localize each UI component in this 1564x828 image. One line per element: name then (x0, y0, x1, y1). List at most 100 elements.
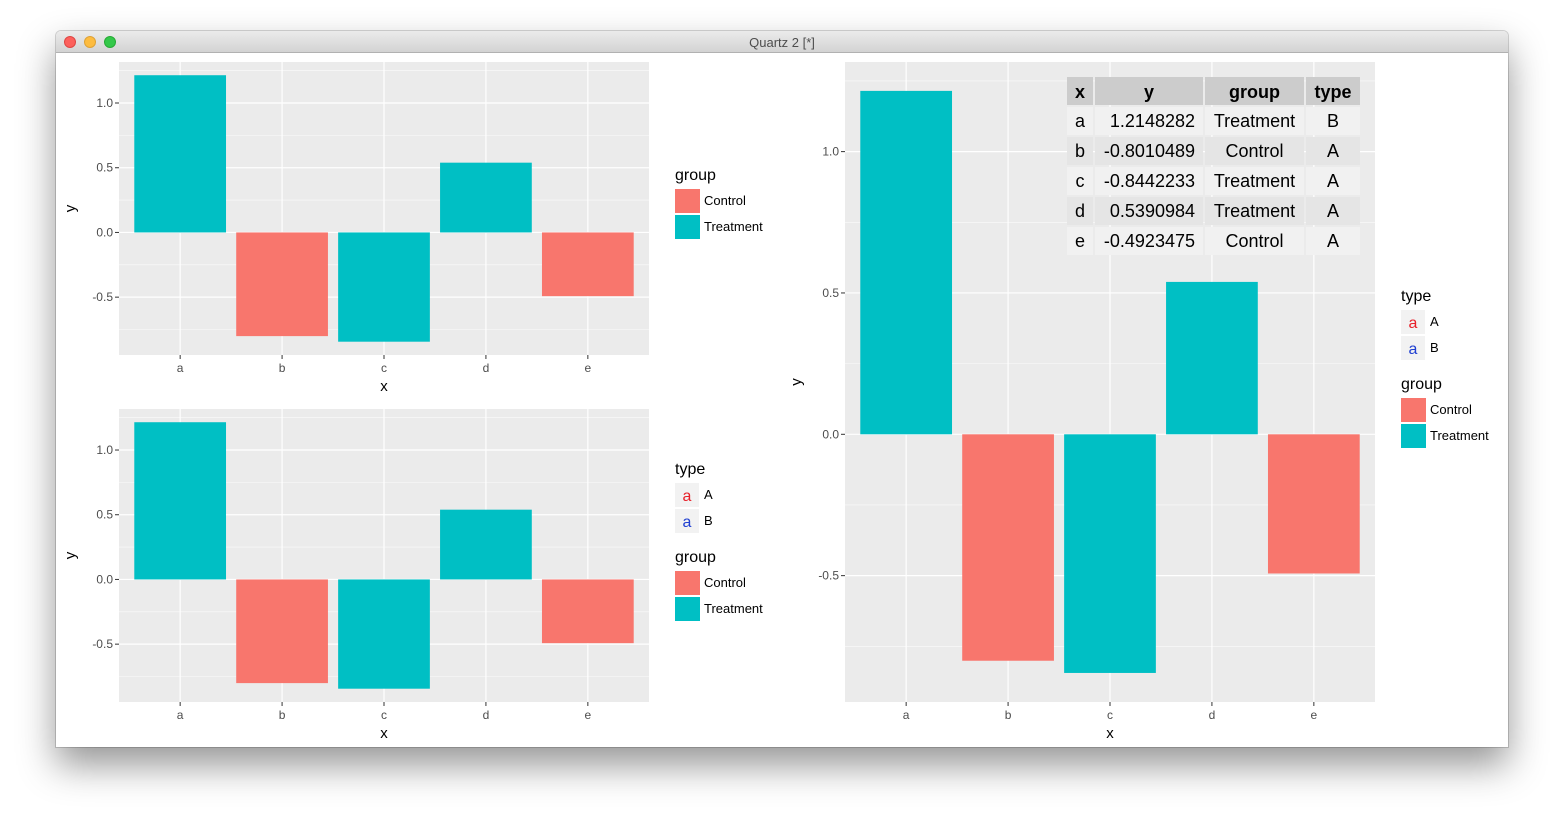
legend-title: group (1401, 376, 1442, 393)
x-tick-label: b (279, 708, 286, 722)
x-tick-label: b (1005, 708, 1012, 722)
table-cell-bg (1067, 107, 1093, 135)
table-row: a 1.2148282 Treatment B (1067, 107, 1360, 135)
legend-key-bg (675, 483, 699, 507)
table-cell: A (1327, 201, 1339, 221)
x-tick-label: c (381, 361, 387, 375)
bar-a (860, 90, 953, 435)
table-cell-bg (1205, 167, 1304, 195)
legend-key-bg (675, 509, 699, 533)
legend-key-control (1401, 398, 1426, 422)
bar-b (236, 579, 328, 684)
bar-c (1064, 434, 1156, 673)
table-cell-bg (1205, 107, 1304, 135)
x-tick-label: d (483, 708, 490, 722)
y-tick-label: 0.5 (96, 508, 113, 522)
zoom-window-button[interactable] (104, 36, 116, 48)
title-bar[interactable]: Quartz 2 [*] (56, 31, 1508, 53)
legend-label: Treatment (704, 601, 763, 616)
table-cell-bg (1205, 137, 1304, 165)
legend-key-glyph: a (683, 488, 692, 505)
table-cell-bg (1306, 137, 1360, 165)
legend-key-control (675, 571, 700, 595)
y-tick-label: 1.0 (96, 96, 113, 110)
quartz-window: Quartz 2 [*] -0.5 0.0 0.5 1.0 a b c d e x y group Co… (56, 31, 1508, 747)
bar-c (338, 232, 430, 342)
bar-d (440, 509, 532, 580)
y-tick-label: 0.0 (822, 427, 839, 441)
table-cell: b (1075, 141, 1085, 161)
legend-label: Control (704, 193, 746, 208)
legend-key-control (675, 189, 700, 213)
table-header-cell (1067, 77, 1093, 105)
bar-b (236, 232, 328, 337)
legend-label: B (1430, 340, 1439, 355)
legend-key-bg (1401, 310, 1425, 334)
legend-label: Treatment (704, 219, 763, 234)
y-tick-label: -0.5 (818, 569, 839, 583)
table-cell: B (1327, 111, 1339, 131)
y-axis-title: y (62, 204, 79, 212)
table-cell-bg (1205, 197, 1304, 225)
table-cell-bg (1067, 227, 1093, 255)
table-cell-bg (1306, 107, 1360, 135)
table-cell-bg (1306, 167, 1360, 195)
table-header-cell (1205, 77, 1304, 105)
y-tick-label: 0.5 (822, 286, 839, 300)
legend-group: group Control Treatment (675, 167, 763, 239)
bar-a (134, 422, 227, 580)
bar-b (962, 434, 1054, 661)
legend-group: group Control Treatment (1401, 376, 1489, 448)
table-cell: A (1327, 171, 1339, 191)
data-table: x y group type a 1.2148282 Treatment Bb -0.80104… (1067, 77, 1360, 255)
x-tick-label: c (381, 708, 387, 722)
x-axis-title: x (380, 725, 388, 742)
minimize-window-button[interactable] (84, 36, 96, 48)
x-tick-label: a (903, 708, 910, 722)
table-cell-bg (1067, 167, 1093, 195)
table-row: b -0.8010489 Control A (1067, 137, 1360, 165)
table-cell: 1.2148282 (1110, 111, 1195, 131)
legend-key-glyph: a (1409, 341, 1418, 358)
y-axis-title: y (62, 551, 79, 559)
x-tick-label: a (177, 361, 184, 375)
table-cell: Treatment (1214, 171, 1295, 191)
y-tick-label: 0.5 (96, 161, 113, 175)
bar-a (134, 75, 227, 233)
table-cell: -0.8010489 (1104, 141, 1195, 161)
x-axis-title: x (1106, 725, 1114, 742)
legend-type: type a Aa B (675, 461, 713, 533)
table-cell-bg (1095, 227, 1203, 255)
bar-d (1166, 281, 1258, 435)
table-cell: c (1076, 171, 1085, 191)
legend-key-treatment (1401, 424, 1426, 448)
table-cell: -0.8442233 (1104, 171, 1195, 191)
x-axis-title: x (380, 378, 388, 395)
table-cell: A (1327, 231, 1339, 251)
table-cell: d (1075, 201, 1085, 221)
y-axis-title: y (788, 378, 805, 386)
y-tick-label: 0.0 (96, 225, 113, 239)
window-title: Quartz 2 [*] (749, 35, 815, 50)
bar-c (338, 579, 430, 689)
table-cell: Treatment (1214, 111, 1295, 131)
bar-d (440, 162, 532, 233)
table-header-type: type (1314, 82, 1351, 102)
table-header-cell (1306, 77, 1360, 105)
table-cell: Control (1225, 141, 1283, 161)
legend-label: Treatment (1430, 428, 1489, 443)
x-tick-label: d (1209, 708, 1216, 722)
table-cell: e (1075, 231, 1085, 251)
x-tick-label: d (483, 361, 490, 375)
legend-label: A (704, 487, 713, 502)
table-row: c -0.8442233 Treatment A (1067, 167, 1360, 195)
legend-title: group (675, 549, 716, 566)
x-tick-label: e (585, 361, 592, 375)
table-cell-bg (1205, 227, 1304, 255)
close-window-button[interactable] (64, 36, 76, 48)
legend-key-bg (1401, 336, 1425, 360)
y-tick-label: 1.0 (96, 443, 113, 457)
table-cell: a (1075, 111, 1086, 131)
chart-1: -0.5 0.0 0.5 1.0 a b c d e x y group Control Treatmen… (62, 62, 763, 395)
